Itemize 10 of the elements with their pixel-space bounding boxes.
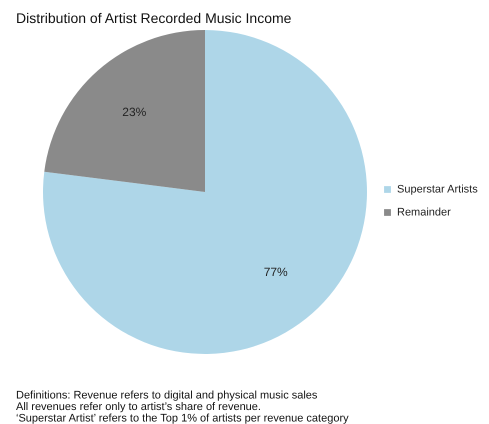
- text: All revenues refer only to artist’s share of revenue.: [16, 401, 261, 413]
- data-label: 77%: [264, 265, 288, 280]
- text: ‘Superstar Artist’ refers to the Top 1% of artists per revenue category: [16, 412, 350, 424]
- pie-slice: [44, 30, 205, 192]
- data-label: 23%: [122, 104, 147, 119]
- text: Definitions: Revenue refers to digital and physical music sales: [16, 390, 318, 402]
- pie-slice: [43, 30, 367, 354]
- chart-title: Distribution of Artist Recorded Music Income: [16, 10, 292, 26]
- legend-label: Superstar Artists: [397, 184, 478, 196]
- legend-label: Remainder: [397, 206, 452, 218]
